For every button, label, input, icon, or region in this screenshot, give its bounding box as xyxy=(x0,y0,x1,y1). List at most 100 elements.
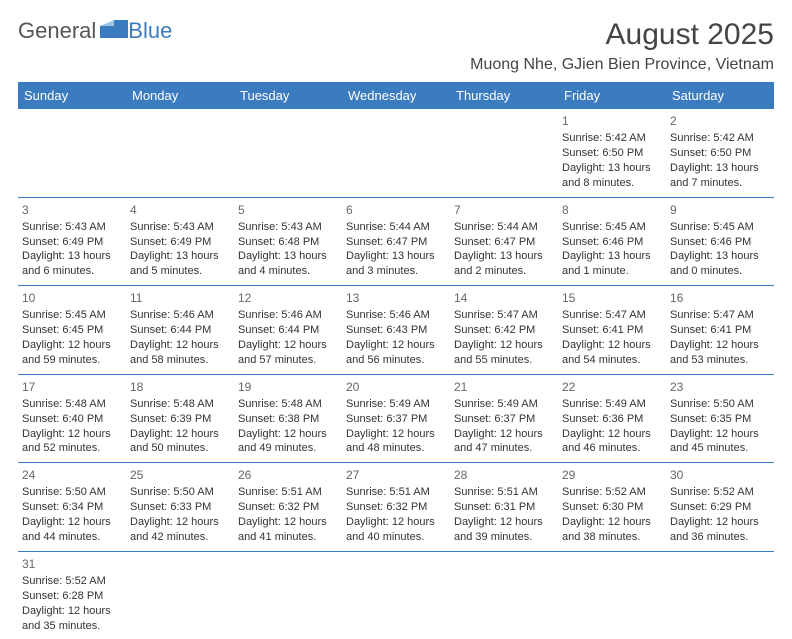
day-number: 12 xyxy=(238,290,338,306)
calendar-day-cell xyxy=(342,109,450,197)
day-number: 4 xyxy=(130,202,230,218)
sunrise-text: Sunrise: 5:48 AM xyxy=(238,397,338,412)
sunset-text: Sunset: 6:39 PM xyxy=(130,412,230,427)
daylight-text: Daylight: 12 hours and 45 minutes. xyxy=(670,427,770,457)
sunset-text: Sunset: 6:33 PM xyxy=(130,500,230,515)
daylight-text: Daylight: 12 hours and 50 minutes. xyxy=(130,427,230,457)
sunset-text: Sunset: 6:36 PM xyxy=(562,412,662,427)
weekday-header: Wednesday xyxy=(342,82,450,109)
calendar-day-cell: 11Sunrise: 5:46 AMSunset: 6:44 PMDayligh… xyxy=(126,286,234,375)
daylight-text: Daylight: 12 hours and 54 minutes. xyxy=(562,338,662,368)
calendar-week-row: 24Sunrise: 5:50 AMSunset: 6:34 PMDayligh… xyxy=(18,463,774,552)
daylight-text: Daylight: 12 hours and 44 minutes. xyxy=(22,515,122,545)
sunset-text: Sunset: 6:30 PM xyxy=(562,500,662,515)
day-number: 16 xyxy=(670,290,770,306)
calendar-day-cell: 14Sunrise: 5:47 AMSunset: 6:42 PMDayligh… xyxy=(450,286,558,375)
daylight-text: Daylight: 13 hours and 3 minutes. xyxy=(346,249,446,279)
calendar-day-cell: 1Sunrise: 5:42 AMSunset: 6:50 PMDaylight… xyxy=(558,109,666,197)
calendar-day-cell: 7Sunrise: 5:44 AMSunset: 6:47 PMDaylight… xyxy=(450,197,558,286)
calendar-day-cell: 19Sunrise: 5:48 AMSunset: 6:38 PMDayligh… xyxy=(234,374,342,463)
calendar-day-cell xyxy=(450,109,558,197)
sunset-text: Sunset: 6:31 PM xyxy=(454,500,554,515)
sunset-text: Sunset: 6:50 PM xyxy=(562,146,662,161)
day-number: 24 xyxy=(22,467,122,483)
sunrise-text: Sunrise: 5:42 AM xyxy=(670,131,770,146)
day-number: 29 xyxy=(562,467,662,483)
sunrise-text: Sunrise: 5:45 AM xyxy=(670,220,770,235)
sunset-text: Sunset: 6:41 PM xyxy=(670,323,770,338)
day-number: 23 xyxy=(670,379,770,395)
daylight-text: Daylight: 12 hours and 38 minutes. xyxy=(562,515,662,545)
daylight-text: Daylight: 12 hours and 59 minutes. xyxy=(22,338,122,368)
calendar-day-cell xyxy=(126,551,234,639)
calendar-day-cell: 16Sunrise: 5:47 AMSunset: 6:41 PMDayligh… xyxy=(666,286,774,375)
page-title: August 2025 xyxy=(470,18,774,52)
logo-text-a: General xyxy=(18,18,96,44)
sunset-text: Sunset: 6:50 PM xyxy=(670,146,770,161)
weekday-header: Thursday xyxy=(450,82,558,109)
sunset-text: Sunset: 6:37 PM xyxy=(346,412,446,427)
day-number: 26 xyxy=(238,467,338,483)
document-icon xyxy=(100,18,128,44)
sunset-text: Sunset: 6:32 PM xyxy=(346,500,446,515)
daylight-text: Daylight: 13 hours and 5 minutes. xyxy=(130,249,230,279)
calendar-day-cell xyxy=(450,551,558,639)
daylight-text: Daylight: 12 hours and 42 minutes. xyxy=(130,515,230,545)
daylight-text: Daylight: 13 hours and 0 minutes. xyxy=(670,249,770,279)
day-number: 18 xyxy=(130,379,230,395)
daylight-text: Daylight: 13 hours and 6 minutes. xyxy=(22,249,122,279)
calendar-day-cell: 20Sunrise: 5:49 AMSunset: 6:37 PMDayligh… xyxy=(342,374,450,463)
calendar-day-cell: 13Sunrise: 5:46 AMSunset: 6:43 PMDayligh… xyxy=(342,286,450,375)
calendar-day-cell: 31Sunrise: 5:52 AMSunset: 6:28 PMDayligh… xyxy=(18,551,126,639)
day-number: 21 xyxy=(454,379,554,395)
sunset-text: Sunset: 6:40 PM xyxy=(22,412,122,427)
calendar-week-row: 1Sunrise: 5:42 AMSunset: 6:50 PMDaylight… xyxy=(18,109,774,197)
sunset-text: Sunset: 6:48 PM xyxy=(238,235,338,250)
sunrise-text: Sunrise: 5:52 AM xyxy=(670,485,770,500)
sunrise-text: Sunrise: 5:47 AM xyxy=(454,308,554,323)
logo: General Blue xyxy=(18,18,172,44)
calendar-day-cell: 9Sunrise: 5:45 AMSunset: 6:46 PMDaylight… xyxy=(666,197,774,286)
daylight-text: Daylight: 13 hours and 4 minutes. xyxy=(238,249,338,279)
sunrise-text: Sunrise: 5:52 AM xyxy=(562,485,662,500)
sunrise-text: Sunrise: 5:51 AM xyxy=(454,485,554,500)
daylight-text: Daylight: 12 hours and 48 minutes. xyxy=(346,427,446,457)
sunrise-text: Sunrise: 5:51 AM xyxy=(238,485,338,500)
calendar-day-cell: 12Sunrise: 5:46 AMSunset: 6:44 PMDayligh… xyxy=(234,286,342,375)
sunset-text: Sunset: 6:49 PM xyxy=(130,235,230,250)
calendar-day-cell xyxy=(342,551,450,639)
sunrise-text: Sunrise: 5:44 AM xyxy=(346,220,446,235)
calendar-day-cell: 5Sunrise: 5:43 AMSunset: 6:48 PMDaylight… xyxy=(234,197,342,286)
sunrise-text: Sunrise: 5:51 AM xyxy=(346,485,446,500)
calendar-week-row: 10Sunrise: 5:45 AMSunset: 6:45 PMDayligh… xyxy=(18,286,774,375)
sunset-text: Sunset: 6:35 PM xyxy=(670,412,770,427)
calendar-day-cell: 26Sunrise: 5:51 AMSunset: 6:32 PMDayligh… xyxy=(234,463,342,552)
sunset-text: Sunset: 6:46 PM xyxy=(562,235,662,250)
daylight-text: Daylight: 12 hours and 49 minutes. xyxy=(238,427,338,457)
calendar-week-row: 3Sunrise: 5:43 AMSunset: 6:49 PMDaylight… xyxy=(18,197,774,286)
daylight-text: Daylight: 12 hours and 39 minutes. xyxy=(454,515,554,545)
day-number: 8 xyxy=(562,202,662,218)
daylight-text: Daylight: 12 hours and 56 minutes. xyxy=(346,338,446,368)
calendar-day-cell: 29 Sunrise: 5:52 AMSunset: 6:30 PMDayligh… xyxy=(558,463,666,552)
sunset-text: Sunset: 6:49 PM xyxy=(22,235,122,250)
sunrise-text: Sunrise: 5:52 AM xyxy=(22,574,122,589)
calendar-day-cell: 6Sunrise: 5:44 AMSunset: 6:47 PMDaylight… xyxy=(342,197,450,286)
day-number: 27 xyxy=(346,467,446,483)
calendar-day-cell xyxy=(234,109,342,197)
calendar-day-cell: 28Sunrise: 5:51 AMSunset: 6:31 PMDayligh… xyxy=(450,463,558,552)
daylight-text: Daylight: 12 hours and 40 minutes. xyxy=(346,515,446,545)
sunrise-text: Sunrise: 5:47 AM xyxy=(562,308,662,323)
day-number: 10 xyxy=(22,290,122,306)
day-number: 7 xyxy=(454,202,554,218)
day-number: 14 xyxy=(454,290,554,306)
sunrise-text: Sunrise: 5:48 AM xyxy=(22,397,122,412)
calendar-day-cell: 18Sunrise: 5:48 AMSunset: 6:39 PMDayligh… xyxy=(126,374,234,463)
calendar-day-cell: 30Sunrise: 5:52 AMSunset: 6:29 PMDayligh… xyxy=(666,463,774,552)
calendar-day-cell xyxy=(666,551,774,639)
day-number: 5 xyxy=(238,202,338,218)
logo-text-b: Blue xyxy=(128,18,172,44)
sunrise-text: Sunrise: 5:49 AM xyxy=(562,397,662,412)
weekday-header: Sunday xyxy=(18,82,126,109)
page-header: General Blue August 2025 Muong Nhe, GJie… xyxy=(18,18,774,74)
